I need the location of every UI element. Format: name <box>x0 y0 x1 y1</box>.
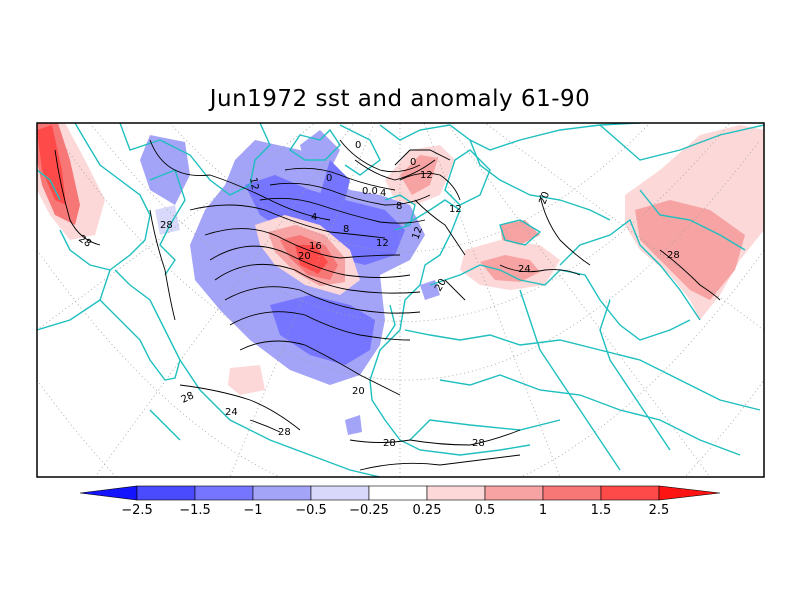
contour-label: 8 <box>343 224 349 235</box>
colorbar-tick-label: −2.5 <box>121 503 153 518</box>
contour-label: 28 <box>278 427 291 438</box>
contour-label: 12 <box>376 238 389 249</box>
colorbar-box <box>136 485 196 501</box>
colorbar-box <box>194 485 254 501</box>
contour-label: 4 <box>380 188 386 199</box>
contour-label: 12 <box>247 177 260 191</box>
colorbar-box <box>252 485 312 501</box>
colorbar-box <box>426 485 486 501</box>
colorbar: −2.5 −1.5 −1 −0.5 −0.25 0.25 0.5 1 1.5 2.5 <box>79 485 721 518</box>
colorbar-tick-label: −0.5 <box>295 503 327 518</box>
colorbar-box <box>368 485 428 501</box>
colorbar-tick-label: −0.25 <box>349 503 389 518</box>
colorbar-box <box>484 485 544 501</box>
map-title: Jun1972 sst and anomaly 61-90 <box>209 86 591 112</box>
contour-label: 0.0 <box>362 186 378 197</box>
contour-label: 0 <box>355 140 361 151</box>
map-frame <box>36 122 765 478</box>
colorbar-box <box>310 485 370 501</box>
contour-label: 16 <box>309 241 322 252</box>
contour-label: 0 <box>326 173 332 184</box>
contour-label: 28 <box>383 438 396 449</box>
contour-label: 28 <box>160 220 173 231</box>
contour-label: 12 <box>420 170 433 181</box>
colorbar-arrow-high <box>658 485 721 501</box>
contour-label: 28 <box>667 250 680 261</box>
contour-label: 8 <box>396 201 402 212</box>
contour-labels: 0 0 0.0 4 0 8 12 20 12 8 4 12 16 20 12 1… <box>76 140 679 449</box>
colorbar-tick-label: 1.5 <box>591 503 612 518</box>
colorbar-tick-label: 2.5 <box>649 503 670 518</box>
colorbar-box <box>600 485 660 501</box>
contour-label: 28 <box>472 438 485 449</box>
contour-label: 28 <box>180 390 196 405</box>
contour-label: 20 <box>352 386 365 397</box>
sst-contours <box>54 139 721 471</box>
colorbar-arrow-low <box>79 485 138 501</box>
contour-label: 24 <box>518 264 531 275</box>
colorbar-box <box>542 485 602 501</box>
contour-label: 12 <box>410 225 425 241</box>
contour-label: 24 <box>225 407 238 418</box>
contour-label: 12 <box>449 204 462 215</box>
positive-anomaly-shading <box>37 123 764 395</box>
contour-label: 0 <box>410 157 416 168</box>
colorbar-tick-label: −1.5 <box>179 503 211 518</box>
map-plot-area: 0 0 0.0 4 0 8 12 20 12 8 4 12 16 20 12 1… <box>37 123 764 477</box>
colorbar-tick-label: −1 <box>243 503 262 518</box>
contour-label: 20 <box>537 190 552 206</box>
coastlines <box>37 123 764 477</box>
colorbar-tick-label: 0.25 <box>413 503 442 518</box>
contour-label: 20 <box>298 251 311 262</box>
contour-label: 4 <box>311 212 317 223</box>
colorbar-tick-label: 0.5 <box>475 503 496 518</box>
colorbar-tick-label: 1 <box>539 503 547 518</box>
